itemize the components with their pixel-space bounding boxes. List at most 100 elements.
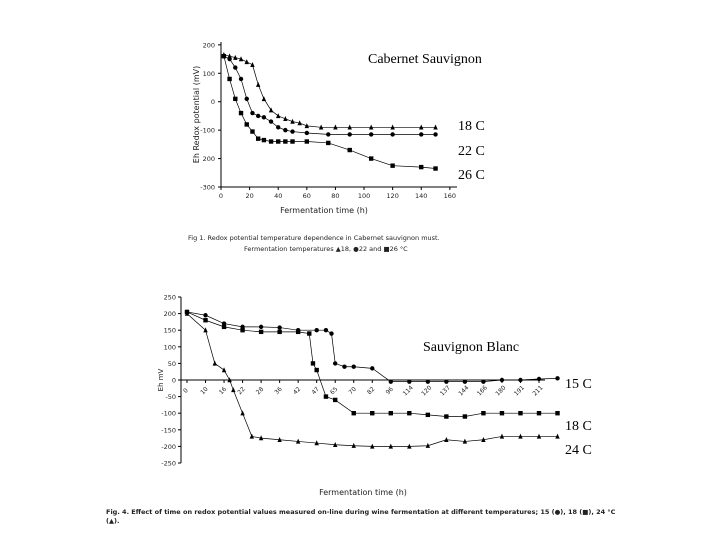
chart1-y-axis-label: Eh Redox potential (mV): [192, 66, 201, 163]
chart2-x-tick-label: 137: [439, 384, 452, 397]
chart2-series-24-point: [249, 433, 255, 439]
chart2-y-tick-label: -250: [161, 460, 176, 468]
chart2-series-15-point: [462, 379, 468, 384]
chart2-series-15-point: [499, 377, 505, 383]
chart1-x-tick-label: 80: [331, 192, 339, 200]
chart2-series-24-point: [227, 377, 232, 383]
figure-1-caption-line-2: Fermentation temperatures ▲18, ●22 and ■…: [244, 245, 408, 253]
chart2-series-15-point: [351, 364, 356, 369]
temp-label-26c: 26 C: [458, 168, 485, 183]
chart2-series-24-point: [407, 443, 412, 449]
chart2-series-24-point: [212, 360, 217, 366]
chart1-series-22-point: [433, 132, 438, 137]
chart1-series-26-point: [433, 166, 438, 171]
chart1-series-26-point: [238, 110, 244, 116]
chart1-y-tick-label: 100: [203, 70, 215, 78]
chart1-series-26-point: [268, 139, 274, 144]
chart2-series-24-point: [351, 442, 356, 448]
chart2-x-tick-label: 42: [292, 386, 302, 396]
chart2-series-18-point: [258, 329, 264, 335]
chart2-series-15-point: [481, 379, 486, 384]
chart1-series-22-point: [250, 110, 255, 116]
chart2-series-15-point: [444, 379, 449, 384]
chart1-series-18-point: [268, 107, 274, 113]
chart2-series-15-point: [536, 376, 542, 382]
chart2-series-15-point: [329, 331, 334, 336]
temp-label-22c: 22 C: [458, 144, 485, 159]
chart1-y-tick-label: 200: [203, 41, 215, 49]
chart2-x-tick-label: 16: [218, 386, 228, 396]
chart2-y-tick-label: -200: [161, 443, 176, 451]
chart1-series-22-point: [276, 125, 281, 130]
chart2-y-tick-label: 50: [168, 360, 176, 368]
chart1-series-26-point: [244, 122, 249, 127]
chart2-series-15-point: [323, 328, 329, 333]
chart2-series-24-point: [536, 433, 542, 439]
chart2-series-24-point: [240, 410, 245, 416]
chart1-series-26-point: [419, 164, 424, 170]
chart1-series-18-point: [433, 124, 438, 130]
chart2-series-18-point: [407, 411, 412, 416]
chart2-series-24-point: [462, 438, 468, 444]
chart1-series-26-point: [233, 96, 238, 102]
chart2-x-tick-label: 120: [420, 384, 433, 397]
chart1-series-22-point: [238, 76, 244, 82]
chart1-series-22-point: [233, 65, 238, 70]
chart2-series-18-point: [536, 411, 542, 416]
chart2-x-tick-label: 28: [255, 386, 265, 396]
chart2-series-24-point: [444, 436, 449, 442]
chart2-y-tick-label: -50: [165, 393, 176, 401]
chart2-series-18-point: [518, 411, 523, 416]
chart1-series-18-point: [238, 56, 244, 62]
chart1-x-tick-label: 140: [415, 192, 427, 200]
chart1-series-22-point: [268, 119, 274, 124]
chart1-series-22-point: [419, 132, 424, 137]
chart1-series-18-point: [304, 123, 310, 129]
chart1-series-26-point: [261, 137, 267, 143]
chart2-series-15-point: [407, 379, 412, 384]
chart1-series-26-point: [221, 54, 227, 59]
chart1-series-22-point: [304, 130, 310, 136]
chart1-series-18-point: [244, 59, 249, 65]
chart2-series-15-line: [186, 311, 558, 383]
chart1-series-26-point: [390, 163, 395, 168]
chart2-x-tick-label: 70: [347, 386, 357, 396]
chart2-series-18-point: [388, 411, 393, 416]
chart2-x-tick-label: 144: [457, 384, 470, 397]
chart2-series-15-point: [240, 324, 245, 330]
chart2-x-tick-label: 96: [385, 386, 395, 396]
chart2-series-15-point: [555, 376, 560, 381]
chart1-series-26-point: [283, 139, 288, 144]
chart2-series-15-point: [258, 324, 264, 330]
chart2-y-tick-label: -100: [161, 410, 176, 418]
chart2-series-18-point: [307, 331, 312, 336]
chart2-series-24-point: [388, 443, 393, 449]
chart1-series-18-point: [261, 96, 267, 102]
chart2-series-18-point: [370, 411, 375, 416]
chart2-series-18-point: [240, 328, 245, 333]
chart2-series-18-line: [186, 311, 558, 417]
chart1-series-22-point: [347, 132, 352, 137]
chart2-series-24-point: [333, 441, 338, 447]
chart2-x-tick-label: 191: [513, 384, 526, 397]
chart2-series-24-point: [203, 327, 208, 333]
chart1-series-22-point: [290, 129, 295, 134]
chart2-series-15-point: [342, 364, 347, 369]
chart2-series-24-point: [231, 387, 236, 393]
chart2-series-18-point: [314, 367, 319, 373]
chart2-series-18-point: [221, 324, 227, 330]
chart2-x-tick-label: 10: [199, 386, 209, 396]
chart1-x-tick-label: 120: [386, 192, 398, 200]
chart2-series-15-point: [388, 379, 393, 384]
temp-label-15c: 15 C: [565, 377, 592, 392]
chart2-series-18-point: [444, 414, 449, 419]
chart2-series-15-point: [314, 328, 319, 333]
chart1-series-22-point: [255, 113, 261, 119]
chart2-series-24-point: [370, 443, 375, 449]
chart1-series-18-point: [233, 54, 238, 60]
chart2-x-tick-label: 211: [531, 384, 544, 397]
chart2-x-tick-label: 166: [476, 384, 489, 397]
chart2-y-tick-label: 100: [164, 343, 176, 351]
chart2-series-18-point: [203, 318, 208, 323]
